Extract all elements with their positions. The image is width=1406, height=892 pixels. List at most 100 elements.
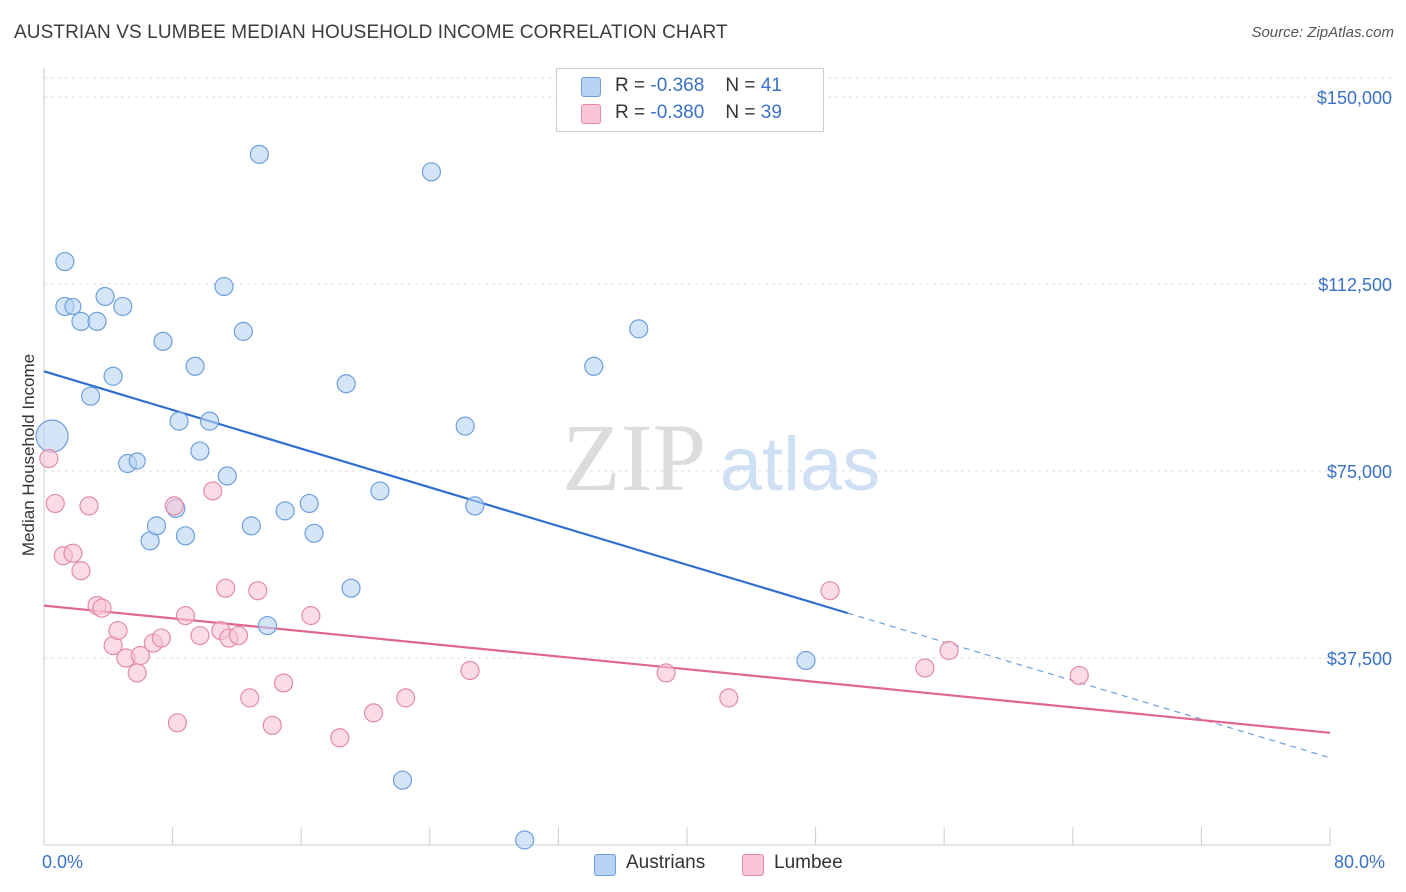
legend-n-label: N =: [725, 75, 756, 96]
data-point-lumbee: [228, 625, 249, 646]
data-point-lumbee: [1069, 665, 1089, 686]
data-point-lumbee: [45, 493, 65, 514]
trend-line-lumbee: [43, 604, 1331, 734]
data-point-austrians: [455, 416, 475, 436]
y-tick-label: $150,000: [1317, 88, 1392, 108]
data-point-austrians: [113, 296, 133, 317]
data-point-austrians: [146, 516, 167, 536]
y-tick-label: $75,000: [1327, 462, 1392, 482]
data-point-lumbee: [240, 688, 260, 708]
y-tick-label: $37,500: [1327, 649, 1392, 669]
legend-swatch-lumbee: [581, 104, 601, 124]
data-point-lumbee: [164, 496, 184, 516]
data-point-lumbee: [301, 606, 321, 626]
data-point-lumbee: [216, 578, 236, 598]
data-point-austrians: [103, 366, 123, 386]
legend-n-austrians: 41: [760, 75, 782, 96]
data-point-austrians: [190, 441, 210, 461]
data-point-lumbee: [39, 448, 59, 469]
data-point-austrians: [241, 516, 261, 536]
data-point-austrians: [55, 251, 75, 272]
data-point-lumbee: [262, 715, 282, 735]
y-tick-labels: $37,500 $75,000 $112,500 $150,000: [1317, 88, 1392, 669]
data-point-austrians: [199, 411, 220, 431]
data-point-austrians: [249, 144, 270, 164]
grid-lines: [44, 77, 1392, 659]
data-point-lumbee: [273, 673, 294, 693]
x-axis-max-label: 80.0%: [1334, 852, 1386, 872]
data-point-austrians: [370, 481, 390, 501]
data-point-austrians: [233, 321, 253, 341]
trend-line-austrians: [43, 370, 849, 615]
data-point-austrians: [796, 650, 816, 671]
x-axis-min-label: 0.0%: [42, 852, 84, 872]
bottom-legend-swatch-austrians: [594, 854, 616, 876]
data-point-austrians: [257, 615, 278, 636]
data-point-lumbee: [130, 645, 151, 666]
correlation-legend: R = -0.368 N = 41 R = -0.380 N = 39: [556, 68, 824, 132]
data-point-austrians: [35, 419, 69, 453]
legend-r-label: R =: [615, 75, 646, 96]
data-point-lumbee: [63, 543, 83, 563]
data-point-austrians: [64, 297, 82, 316]
data-point-lumbee: [656, 663, 676, 683]
data-point-lumbee: [79, 496, 99, 516]
bottom-legend-swatch-lumbee: [742, 854, 764, 876]
bottom-legend-label-austrians: Austrians: [626, 852, 706, 873]
watermark-atlas: atlas: [720, 422, 881, 507]
data-points: [35, 144, 1089, 850]
y-tick-label: $112,500: [1318, 275, 1392, 295]
data-point-austrians: [214, 276, 234, 297]
data-point-lumbee: [127, 663, 147, 683]
data-point-lumbee: [915, 658, 935, 678]
data-point-lumbee: [92, 598, 112, 618]
data-point-lumbee: [330, 728, 350, 748]
data-point-austrians: [584, 356, 604, 376]
data-point-lumbee: [151, 628, 171, 648]
data-point-austrians: [299, 493, 319, 514]
data-point-austrians: [336, 374, 356, 394]
data-point-austrians: [275, 501, 295, 521]
data-point-lumbee: [71, 561, 91, 581]
data-point-lumbee: [460, 660, 480, 681]
data-point-austrians: [217, 466, 237, 486]
data-point-austrians: [153, 331, 173, 351]
data-point-austrians: [185, 356, 205, 376]
legend-r-austrians: -0.368: [650, 75, 705, 96]
data-point-austrians: [71, 311, 91, 331]
source-label: Source: ZipAtlas.com: [1251, 24, 1394, 41]
data-point-austrians: [87, 311, 107, 331]
data-point-lumbee: [175, 606, 196, 626]
legend-r-lumbee: -0.380: [650, 102, 705, 123]
data-point-lumbee: [396, 688, 416, 708]
data-point-lumbee: [719, 688, 739, 708]
trend-line-extension-austrians: [847, 612, 1331, 759]
chart-title: AUSTRIAN VS LUMBEE MEDIAN HOUSEHOLD INCO…: [14, 22, 728, 43]
data-point-austrians: [169, 411, 189, 431]
data-point-lumbee: [190, 625, 210, 646]
data-point-austrians: [128, 452, 146, 470]
bottom-legend-label-lumbee: Lumbee: [774, 852, 843, 873]
data-point-lumbee: [248, 581, 268, 601]
axes: [43, 68, 1331, 846]
legend-r-label: R =: [615, 102, 646, 123]
watermark-zip: ZIP: [562, 404, 706, 511]
legend-swatch-austrians: [581, 77, 601, 97]
data-point-lumbee: [363, 703, 384, 723]
data-point-austrians: [515, 830, 535, 850]
data-point-austrians: [465, 496, 485, 516]
data-point-lumbee: [203, 481, 223, 501]
data-point-lumbee: [820, 581, 840, 601]
data-point-austrians: [392, 770, 413, 790]
data-point-austrians: [175, 526, 196, 546]
legend-n-lumbee: 39: [760, 102, 782, 123]
data-point-lumbee: [167, 713, 188, 733]
data-point-austrians: [81, 386, 101, 406]
data-point-lumbee: [939, 640, 959, 661]
data-point-austrians: [95, 286, 115, 307]
data-point-lumbee: [108, 620, 128, 641]
data-point-austrians: [629, 319, 649, 339]
data-point-austrians: [341, 578, 361, 598]
data-point-austrians: [304, 523, 324, 543]
y-axis-label: Median Household Income: [19, 354, 38, 556]
